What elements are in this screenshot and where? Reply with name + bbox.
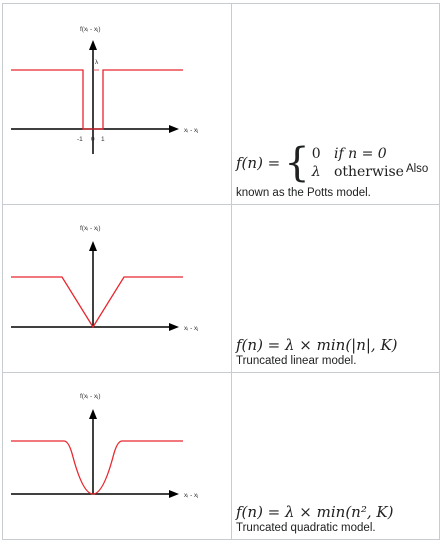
table-row: f(xᵢ - xⱼ) xᵢ - xⱼ f(n) = λ × min(n², K)…	[2, 372, 440, 540]
formula-lhs: f(n) =	[236, 154, 281, 172]
model-description: known as the Potts model.	[236, 187, 371, 199]
tick-label: 0	[91, 136, 95, 143]
lambda-label: λ	[95, 59, 99, 66]
x-axis-arrow	[169, 490, 179, 498]
piecewise-cases: 0 if n = 0 λ otherwise	[312, 145, 404, 181]
y-axis-arrow	[89, 409, 97, 419]
x-axis-label: xᵢ - xⱼ	[184, 127, 198, 134]
models-table: f(xᵢ - xⱼ) xᵢ - xⱼ λ -1 0 1 f(n) = { 0 i…	[2, 3, 440, 540]
y-axis-arrow	[89, 40, 97, 50]
y-axis-label: f(xᵢ - xⱼ)	[80, 225, 101, 232]
table-row: f(xᵢ - xⱼ) xᵢ - xⱼ f(n) = λ × min(|n|, K…	[2, 204, 440, 373]
potts-text-cell: f(n) = { 0 if n = 0 λ otherwise Also kno…	[231, 3, 440, 205]
linear-graph: f(xᵢ - xⱼ) xᵢ - xⱼ	[11, 225, 198, 332]
x-axis-arrow	[169, 323, 179, 331]
case-row: λ otherwise	[312, 163, 404, 181]
quadratic-curve	[11, 440, 183, 495]
x-axis-label: xᵢ - xⱼ	[184, 492, 198, 499]
description-inline: Also	[405, 163, 429, 175]
case-value: 0	[311, 146, 321, 162]
quadratic-graph-cell: f(xᵢ - xⱼ) xᵢ - xⱼ	[2, 372, 232, 540]
case-value: λ	[311, 164, 321, 180]
case-row: 0 if n = 0	[312, 145, 404, 163]
quadratic-graph: f(xᵢ - xⱼ) xᵢ - xⱼ	[11, 393, 198, 499]
linear-text-cell: f(n) = λ × min(|n|, K) Truncated linear …	[231, 204, 440, 373]
quadratic-text-cell: f(n) = λ × min(n², K) Truncated quadrati…	[231, 372, 440, 540]
case-condition: otherwise	[333, 164, 404, 180]
case-condition: if n = 0	[334, 146, 387, 162]
brace-glyph: {	[284, 140, 310, 186]
y-axis-label: f(xᵢ - xⱼ)	[80, 393, 101, 400]
y-axis-arrow	[89, 241, 97, 251]
potts-graph: f(xᵢ - xⱼ) xᵢ - xⱼ λ -1 0 1	[11, 26, 198, 154]
y-axis-label: f(xᵢ - xⱼ)	[80, 26, 101, 33]
x-axis-label: xᵢ - xⱼ	[184, 325, 198, 332]
potts-graph-cell: f(xᵢ - xⱼ) xᵢ - xⱼ λ -1 0 1	[2, 3, 232, 205]
linear-graph-cell: f(xᵢ - xⱼ) xᵢ - xⱼ	[2, 204, 232, 373]
x-axis-arrow	[169, 125, 179, 133]
potts-curve	[11, 69, 183, 130]
linear-formula: f(n) = λ × min(|n|, K)	[236, 336, 398, 354]
quadratic-formula: f(n) = λ × min(n², K)	[236, 503, 394, 521]
potts-formula: f(n) = { 0 if n = 0 λ otherwise Also	[236, 143, 435, 183]
table-row: f(xᵢ - xⱼ) xᵢ - xⱼ λ -1 0 1 f(n) = { 0 i…	[2, 3, 440, 205]
model-description: Truncated quadratic model.	[236, 522, 376, 534]
model-description: Truncated linear model.	[236, 355, 357, 367]
tick-label: -1	[77, 136, 83, 143]
linear-curve	[11, 276, 183, 329]
tick-label: 1	[101, 136, 105, 143]
